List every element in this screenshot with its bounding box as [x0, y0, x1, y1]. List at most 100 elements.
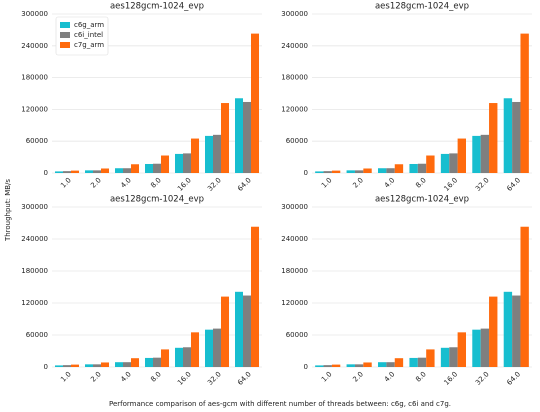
bar — [503, 291, 513, 367]
bar — [417, 357, 427, 367]
x-tick-label: 64.0 — [505, 176, 522, 193]
chart-title: aes128gcm-1024_evp — [375, 2, 469, 12]
bar — [251, 226, 259, 367]
bar — [55, 365, 63, 367]
bar — [63, 171, 71, 173]
bar — [480, 328, 490, 367]
bar — [205, 329, 213, 367]
x-tick-label: 16.0 — [176, 176, 193, 193]
x-tick-label: 4.0 — [383, 370, 397, 384]
bar — [480, 134, 490, 173]
bar — [131, 164, 139, 173]
bar — [409, 357, 418, 367]
bar — [85, 170, 93, 173]
legend-swatch — [60, 32, 70, 38]
bar — [191, 332, 199, 367]
bar — [417, 163, 427, 173]
x-tick-label: 4.0 — [383, 176, 397, 190]
y-tick-label: 180000 — [281, 74, 308, 82]
bar — [221, 296, 229, 367]
bar — [93, 364, 101, 367]
bar — [315, 171, 324, 173]
x-tick-label: 1.0 — [320, 176, 334, 190]
bar — [409, 163, 418, 173]
x-tick-label: 32.0 — [206, 370, 223, 387]
bar — [183, 347, 191, 367]
bar — [472, 329, 481, 367]
bar — [378, 362, 387, 367]
bar — [213, 328, 221, 367]
bar — [489, 296, 498, 367]
y-tick-label: 300000 — [21, 10, 48, 18]
x-tick-label: 32.0 — [206, 176, 223, 193]
bar — [346, 364, 355, 367]
y-tick-label: 120000 — [21, 105, 48, 113]
bar — [85, 364, 93, 367]
y-tick-label: 240000 — [21, 235, 48, 243]
bar — [243, 101, 251, 173]
bar — [123, 168, 131, 173]
x-tick-label: 1.0 — [320, 370, 334, 384]
x-tick-label: 8.0 — [414, 370, 428, 384]
bar — [472, 135, 481, 173]
y-tick-label: 60000 — [26, 331, 48, 339]
bar — [183, 153, 191, 173]
bar — [101, 168, 109, 173]
bar — [101, 362, 109, 367]
y-tick-label: 180000 — [281, 267, 308, 275]
y-tick-label: 240000 — [281, 235, 308, 243]
bar — [457, 138, 466, 173]
bar — [363, 168, 372, 173]
bar — [323, 365, 332, 367]
y-tick-label: 120000 — [281, 105, 308, 113]
legend-swatch — [60, 42, 70, 48]
bar — [93, 170, 101, 173]
chart-title: aes128gcm-1024_evp — [110, 195, 204, 205]
x-tick-label: 2.0 — [351, 176, 365, 190]
x-tick-label: 4.0 — [119, 176, 133, 190]
legend-label: c6g_arm — [74, 21, 104, 29]
bar — [386, 362, 395, 367]
x-tick-label: 64.0 — [505, 370, 522, 387]
y-tick-label: 0 — [44, 169, 48, 177]
bar — [489, 103, 498, 173]
bar — [235, 98, 243, 173]
bar — [235, 291, 243, 367]
bar — [386, 168, 395, 173]
x-tick-label: 1.0 — [59, 370, 73, 384]
bar — [221, 103, 229, 173]
y-tick-label: 240000 — [281, 42, 308, 50]
x-tick-label: 2.0 — [89, 370, 103, 384]
bar — [161, 155, 169, 173]
bar — [394, 164, 404, 173]
bar — [457, 332, 466, 367]
bar — [251, 33, 259, 173]
x-tick-label: 64.0 — [236, 176, 253, 193]
bar — [331, 364, 341, 367]
y-tick-label: 180000 — [21, 74, 48, 82]
x-tick-label: 32.0 — [474, 370, 491, 387]
bar — [243, 295, 251, 367]
y-tick-label: 60000 — [286, 331, 308, 339]
bar — [503, 98, 513, 173]
y-tick-label: 120000 — [281, 299, 308, 307]
bar — [123, 362, 131, 367]
y-tick-label: 60000 — [286, 137, 308, 145]
bar — [440, 153, 450, 173]
chart-title: aes128gcm-1024_evp — [375, 195, 469, 205]
y-tick-label: 240000 — [21, 42, 48, 50]
y-tick-label: 120000 — [21, 299, 48, 307]
bar — [394, 358, 404, 367]
bar — [145, 357, 153, 367]
bar — [153, 357, 161, 367]
x-tick-label: 8.0 — [414, 176, 428, 190]
x-tick-label: 8.0 — [149, 370, 163, 384]
bar — [175, 153, 183, 173]
bar — [191, 138, 199, 173]
y-tick-label: 300000 — [281, 10, 308, 18]
bar — [449, 347, 458, 367]
x-tick-label: 2.0 — [89, 176, 103, 190]
bar — [378, 168, 387, 173]
y-tick-label: 60000 — [26, 137, 48, 145]
